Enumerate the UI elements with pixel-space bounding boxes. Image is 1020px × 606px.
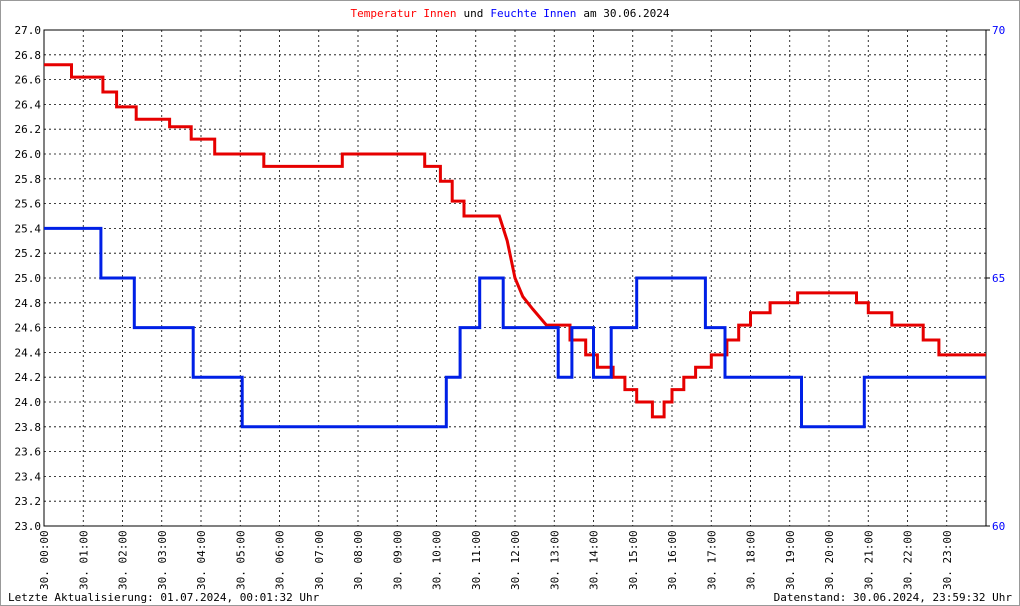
- y-tick-label: 26.4: [15, 98, 42, 111]
- x-tick-label: 30. 04:00: [195, 530, 208, 590]
- y-tick-label: 24.6: [15, 322, 42, 335]
- x-tick-label: 30. 06:00: [274, 530, 287, 590]
- title-part: Feuchte Innen: [490, 7, 576, 20]
- x-tick-label: 30. 03:00: [156, 530, 169, 590]
- y-tick-label: 26.2: [15, 123, 42, 136]
- x-tick-label: 30. 17:00: [705, 530, 718, 590]
- x-tick-label: 30. 22:00: [902, 530, 915, 590]
- y-tick-label: 27.0: [15, 24, 42, 37]
- x-tick-label: 30. 20:00: [823, 530, 836, 590]
- title-part: Temperatur Innen: [350, 7, 456, 20]
- y-tick-label: 25.8: [15, 173, 42, 186]
- y-tick-label: 24.2: [15, 371, 42, 384]
- footer-right: Datenstand: 30.06.2024, 23:59:32 Uhr: [774, 591, 1013, 604]
- x-tick-label: 30. 23:00: [941, 530, 954, 590]
- y-tick-label: 24.8: [15, 297, 42, 310]
- x-tick-label: 30. 02:00: [117, 530, 130, 590]
- x-tick-label: 30. 12:00: [509, 530, 522, 590]
- x-tick-label: 30. 14:00: [588, 530, 601, 590]
- x-tick-label: 30. 16:00: [666, 530, 679, 590]
- y-tick-label: 26.8: [15, 49, 42, 62]
- y2-tick-label: 65: [992, 272, 1005, 285]
- x-tick-label: 30. 05:00: [234, 530, 247, 590]
- y-tick-label: 25.2: [15, 247, 42, 260]
- y-tick-label: 23.0: [15, 520, 42, 533]
- y-tick-label: 24.0: [15, 396, 42, 409]
- y-tick-label: 24.4: [15, 346, 42, 359]
- y2-tick-label: 60: [992, 520, 1005, 533]
- x-tick-label: 30. 00:00: [38, 530, 51, 590]
- chart-title: Temperatur Innen und Feuchte Innen am 30.06…: [350, 7, 669, 20]
- title-part: am 30.06.2024: [583, 7, 669, 20]
- x-tick-label: 30. 13:00: [548, 530, 561, 590]
- y-tick-label: 23.8: [15, 421, 42, 434]
- x-tick-label: 30. 01:00: [77, 530, 90, 590]
- y-tick-label: 23.2: [15, 495, 42, 508]
- x-tick-label: 30. 18:00: [745, 530, 758, 590]
- x-tick-label: 30. 08:00: [352, 530, 365, 590]
- x-tick-label: 30. 07:00: [313, 530, 326, 590]
- series-line: [44, 226, 986, 429]
- footer-left: Letzte Aktualisierung: 01.07.2024, 00:01…: [8, 591, 320, 604]
- title-part: und: [463, 7, 483, 20]
- x-tick-label: 30. 09:00: [391, 530, 404, 590]
- y-tick-label: 25.0: [15, 272, 42, 285]
- y-tick-label: 25.4: [15, 222, 42, 235]
- y-tick-label: 23.4: [15, 470, 42, 483]
- x-tick-label: 30. 11:00: [470, 530, 483, 590]
- x-tick-label: 30. 19:00: [784, 530, 797, 590]
- y-tick-label: 25.6: [15, 198, 42, 211]
- series-line: [44, 63, 986, 419]
- x-tick-label: 30. 10:00: [431, 530, 444, 590]
- x-tick-label: 30. 15:00: [627, 530, 640, 590]
- x-tick-label: 30. 21:00: [862, 530, 875, 590]
- y-tick-label: 23.6: [15, 446, 42, 459]
- y2-tick-label: 70: [992, 24, 1005, 37]
- y-tick-label: 26.0: [15, 148, 42, 161]
- y-tick-label: 26.6: [15, 74, 42, 87]
